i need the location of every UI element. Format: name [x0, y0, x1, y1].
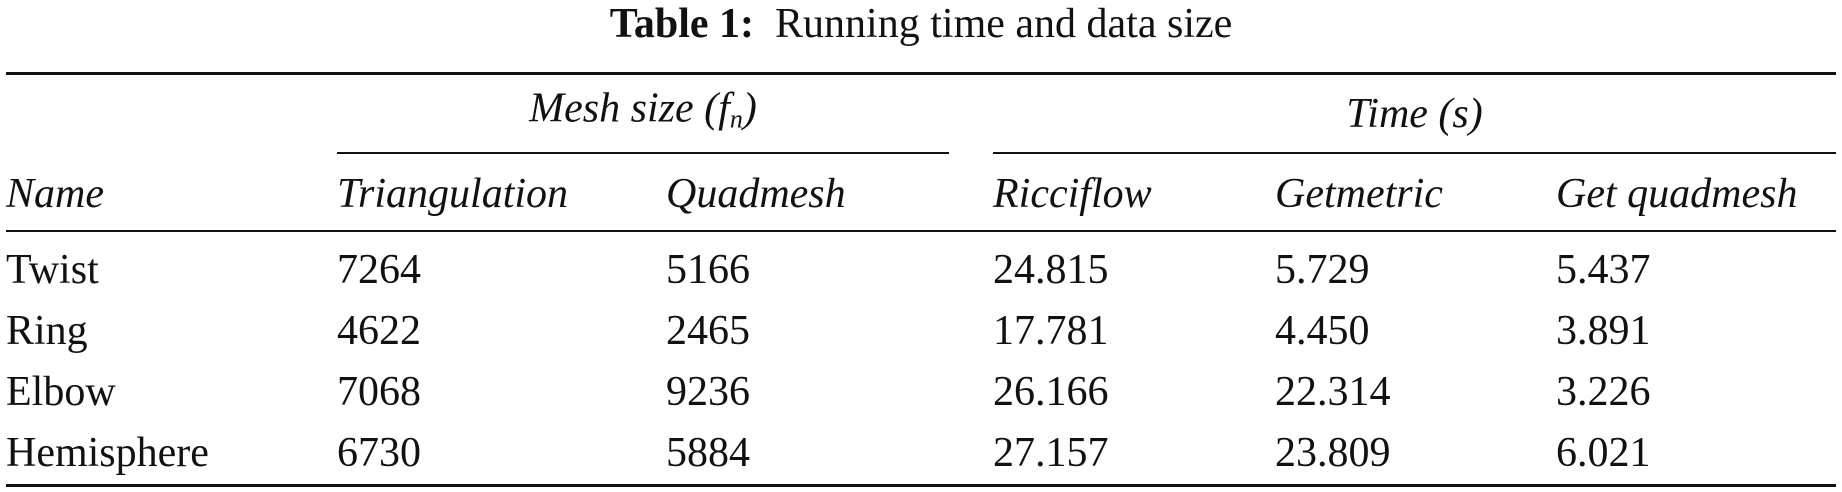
cell: 2465: [666, 308, 750, 354]
column-header: Triangulation: [337, 171, 569, 217]
cell: Hemisphere: [6, 430, 209, 476]
cell: 7264: [337, 247, 421, 293]
caption-text: Running time and data size: [775, 1, 1233, 47]
group-header: Mesh size (fn): [337, 85, 949, 144]
group-symbol: s: [1452, 91, 1469, 137]
group-text: ): [1468, 91, 1483, 137]
group-text: Mesh size (: [529, 85, 719, 132]
cell: 4.450: [1275, 308, 1370, 354]
cell: 5166: [666, 247, 750, 293]
group-text: ): [742, 85, 757, 132]
group-text: Time (: [1346, 91, 1453, 137]
group-symbol: f: [718, 85, 730, 132]
column-header: Quadmesh: [666, 171, 846, 217]
column-header: Name: [6, 171, 104, 217]
cell: 3.891: [1556, 308, 1651, 354]
cell: 4622: [337, 308, 421, 354]
group-rule: [337, 152, 949, 154]
cell: 5.729: [1275, 247, 1370, 293]
caption: Table 1: Running time and data size: [0, 0, 1842, 48]
cell: 22.314: [1275, 369, 1391, 415]
cell: Elbow: [6, 369, 116, 415]
cell: Ring: [6, 308, 88, 354]
header-rule: [6, 230, 1836, 232]
column-header: Getmetric: [1275, 171, 1443, 217]
group-subscript: n: [729, 104, 743, 134]
cell: 5884: [666, 430, 750, 476]
cell: 6.021: [1556, 430, 1651, 476]
cell: 24.815: [993, 247, 1109, 293]
bottom-rule: [6, 484, 1836, 487]
cell: 17.781: [993, 308, 1109, 354]
group-header: Time (s): [993, 90, 1836, 138]
cell: 26.166: [993, 369, 1109, 415]
column-header: Get quadmesh: [1556, 171, 1798, 217]
cell: 27.157: [993, 430, 1109, 476]
cell: 7068: [337, 369, 421, 415]
column-header: Ricciflow: [993, 171, 1152, 217]
cell: Twist: [6, 247, 99, 293]
cell: 6730: [337, 430, 421, 476]
top-rule: [6, 72, 1836, 75]
cell: 5.437: [1556, 247, 1651, 293]
group-rule: [993, 152, 1836, 154]
caption-label: Table 1:: [609, 1, 755, 47]
cell: 9236: [666, 369, 750, 415]
cell: 3.226: [1556, 369, 1651, 415]
cell: 23.809: [1275, 430, 1391, 476]
